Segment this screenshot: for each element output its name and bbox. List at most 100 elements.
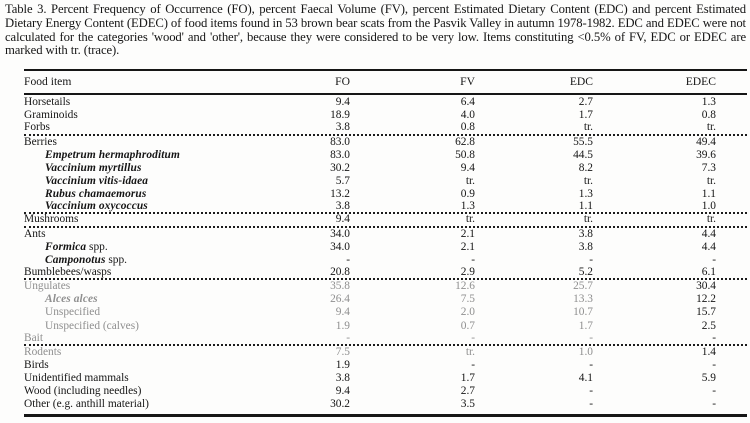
fv-value: 1.3 — [460, 201, 475, 213]
table-row: Forbs 3.8 0.8 tr. tr. — [24, 122, 747, 136]
fo-value: 5.7 — [335, 175, 350, 188]
edc-value: 8.2 — [578, 161, 593, 174]
edc-value: 10.7 — [573, 306, 593, 319]
fo-value: 34.0 — [330, 240, 350, 253]
food-item-name: Alces alces — [45, 293, 98, 306]
edec-value: 30.4 — [696, 280, 716, 293]
fv-value: 9.4 — [460, 161, 475, 174]
edc-value: 55.5 — [573, 135, 593, 148]
edec-value: 1.4 — [701, 345, 716, 358]
fv-value: 3.5 — [460, 398, 475, 411]
food-item-label: Rubus chamaemorus — [24, 188, 296, 201]
fo-value: 9.4 — [335, 96, 350, 109]
food-item-label: Unspecified (calves) — [24, 320, 296, 333]
edec-value: tr. — [706, 175, 716, 188]
table-row: Graminoids 18.9 4.0 1.7 0.8 — [24, 109, 747, 122]
table-row: Rubus chamaemorus 13.2 0.9 1.3 1.1 — [24, 188, 747, 201]
edec-value: 1.1 — [701, 188, 716, 201]
edec-value: 4.4 — [701, 227, 716, 240]
edec-value: 49.4 — [696, 135, 716, 148]
food-item-name: Ants — [24, 227, 46, 240]
food-item-label: Bait — [24, 333, 296, 344]
fo-value: 13.2 — [330, 188, 350, 201]
food-item-label: Vaccinium oxycoccus — [24, 201, 296, 212]
fv-value: 0.8 — [460, 122, 475, 134]
column-header-fo: FO — [335, 75, 350, 89]
food-item-name: Vaccinium myrtillus — [45, 161, 142, 174]
food-item-label: Horsetails — [24, 96, 296, 109]
fv-value: 7.5 — [460, 293, 475, 306]
edc-value: 1.3 — [578, 188, 593, 201]
edec-value: - — [712, 253, 716, 266]
food-item-name: Camponotus — [45, 253, 106, 266]
food-item-name: Unidentified mammals — [24, 372, 129, 385]
food-item-label: Camponotus spp. — [24, 254, 296, 267]
food-item-label: Ants — [24, 228, 296, 241]
edc-value: 1.1 — [578, 201, 593, 213]
fv-value: 4.0 — [460, 109, 475, 122]
table-row: Ants 34.0 2.1 3.8 4.4 — [24, 228, 747, 241]
fo-value: 83.0 — [330, 148, 350, 161]
food-item-name: Unspecified — [45, 306, 101, 319]
edec-value: tr. — [706, 214, 716, 226]
edec-value: 0.8 — [701, 109, 716, 122]
fv-value: 1.7 — [460, 372, 475, 385]
edec-value: 4.4 — [701, 240, 716, 253]
table-row: Rodents 7.5 tr. 1.0 1.4 — [24, 346, 747, 359]
edc-value: - — [589, 332, 593, 344]
fv-value: 0.9 — [460, 188, 475, 201]
table-row: Unspecified 9.4 2.0 10.7 15.7 — [24, 306, 747, 319]
edc-value: tr. — [583, 214, 593, 226]
fo-value: - — [346, 253, 350, 266]
edc-value: - — [589, 398, 593, 411]
food-item-label: Vaccinium myrtillus — [24, 162, 296, 175]
food-item-suffix: spp. — [105, 253, 128, 266]
table-row: Unspecified (calves) 1.9 0.7 1.7 2.5 — [24, 320, 747, 333]
food-item-name: Rubus chamaemorus — [45, 188, 147, 201]
table-row: Wood (including needles) 9.4 2.7 - - — [24, 385, 747, 398]
food-item-name: Graminoids — [24, 109, 78, 122]
edc-value: 1.7 — [578, 109, 593, 122]
food-item-label: Rodents — [24, 346, 296, 359]
table-row: Berries 83.0 62.8 55.5 49.4 — [24, 136, 747, 149]
edec-value: 1.0 — [701, 201, 716, 213]
fv-value: 2.1 — [460, 240, 475, 253]
food-item-name: Birds — [24, 359, 49, 371]
fo-value: 18.9 — [330, 109, 350, 122]
food-item-label: Vaccinium vitis-idaea — [24, 175, 296, 188]
data-table: Food item FO FV EDC EDEC Horsetails 9.4 … — [24, 69, 747, 417]
edec-value: - — [712, 385, 716, 398]
fv-value: tr. — [465, 345, 475, 358]
fv-value: 12.6 — [455, 280, 475, 293]
fo-value: 3.8 — [335, 122, 350, 134]
food-item-suffix: spp. — [86, 240, 108, 253]
column-header-fv: FV — [460, 75, 475, 89]
food-item-name: Wood (including needles) — [24, 385, 142, 398]
food-item-name: Bait — [24, 332, 43, 344]
fo-value: 30.2 — [330, 398, 350, 411]
table-row: Vaccinium oxycoccus 3.8 1.3 1.1 1.0 — [24, 201, 747, 215]
fv-value: tr. — [465, 214, 475, 226]
table-row: Ungulates 35.8 12.6 25.7 30.4 — [24, 280, 747, 293]
edec-value: 5.9 — [701, 372, 716, 385]
food-item-label: Other (e.g. anthill material) — [24, 398, 296, 411]
edec-value: 2.5 — [701, 319, 716, 332]
column-header-food-item: Food item — [24, 75, 72, 89]
fo-value: 9.4 — [335, 385, 350, 398]
column-header-edec: EDEC — [685, 75, 716, 89]
edec-value: 39.6 — [696, 148, 716, 161]
edc-value: 44.5 — [573, 148, 593, 161]
food-item-label: Empetrum hermaphroditum — [24, 149, 296, 162]
food-item-name: Berries — [24, 135, 57, 148]
food-item-name: Formica — [45, 240, 87, 253]
fo-value: 3.8 — [335, 201, 350, 213]
edc-value: 5.2 — [578, 267, 593, 279]
food-item-label: Birds — [24, 359, 296, 372]
fo-value: 7.5 — [335, 345, 350, 358]
food-item-label: Berries — [24, 136, 296, 149]
food-item-label: Unidentified mammals — [24, 372, 296, 385]
fv-value: 2.7 — [460, 385, 475, 398]
food-item-label: Formica spp. — [24, 241, 296, 254]
food-item-name: Ungulates — [24, 280, 71, 293]
